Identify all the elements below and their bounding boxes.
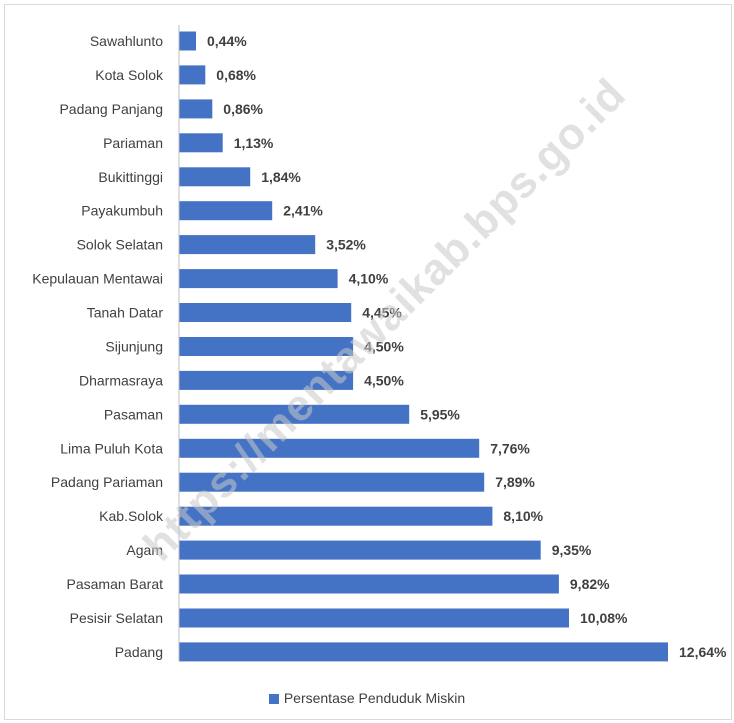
bar-padang-pariaman: [179, 472, 485, 492]
legend-label: Persentase Penduduk Miskin: [283, 690, 466, 706]
category-label: Kepulauan Mentawai: [32, 271, 163, 287]
bar-agam: [179, 540, 541, 560]
bar-pasaman: [179, 404, 410, 424]
category-label: Lima Puluh Kota: [60, 440, 163, 456]
value-label: 9,82%: [570, 576, 610, 592]
category-label: Sijunjung: [105, 339, 163, 355]
bar-lima-puluh-kota: [179, 438, 480, 458]
bar-tanah-datar: [179, 303, 352, 322]
bar-pesisir-selatan: [179, 608, 569, 628]
legend: Persentase Penduduk Miskin: [0, 690, 734, 706]
bar-kab-solok: [179, 506, 493, 526]
value-labels: 0,44% 0,68% 0,86% 1,13% 1,84% 2,41% 3,52% 4,10%…: [207, 33, 727, 660]
bar-pasaman-barat: [179, 574, 559, 594]
bar-padang-panjang: [179, 99, 213, 119]
bar-sijunjung: [179, 337, 354, 356]
value-label: 4,45%: [362, 305, 402, 321]
category-label: Padang: [115, 644, 163, 660]
category-label: Solok Selatan: [77, 237, 163, 253]
value-label: 0,86%: [223, 101, 263, 117]
category-label: Pasaman Barat: [67, 576, 164, 592]
bar-kota-solok: [179, 65, 206, 85]
bar-solok-selatan: [179, 235, 316, 255]
category-label: Sawahlunto: [90, 33, 163, 49]
value-label: 9,35%: [552, 542, 592, 558]
bar-bukittinggi: [179, 167, 251, 187]
category-label: Padang Panjang: [59, 101, 163, 117]
value-label: 7,76%: [490, 440, 530, 456]
category-label: Pesisir Selatan: [70, 610, 163, 626]
bar-padang: [179, 642, 668, 662]
category-label: Bukittinggi: [98, 169, 163, 185]
value-label: 4,50%: [364, 339, 404, 355]
value-label: 1,84%: [261, 169, 301, 185]
category-label: Pasaman: [104, 406, 163, 422]
value-label: 7,89%: [495, 474, 535, 490]
value-label: 12,64%: [679, 644, 727, 660]
category-label: Payakumbuh: [81, 203, 163, 219]
category-labels: Sawahlunto Kota Solok Padang Panjang Pariam…: [32, 33, 164, 660]
bars-layer: [179, 31, 668, 662]
legend-swatch: [268, 694, 279, 704]
category-label: Pariaman: [103, 135, 163, 151]
bar-dharmasraya: [179, 370, 354, 390]
value-label: 2,41%: [283, 203, 323, 219]
category-label: Dharmasraya: [79, 372, 163, 388]
value-label: 1,13%: [234, 135, 274, 151]
value-label: 4,50%: [364, 372, 404, 388]
category-label: Agam: [126, 542, 163, 558]
category-label: Tanah Datar: [87, 305, 164, 321]
value-label: 3,52%: [326, 237, 366, 253]
bar-payakumbuh: [179, 201, 273, 221]
chart-frame: [4, 4, 732, 720]
value-label: 0,44%: [207, 33, 247, 49]
category-label: Kota Solok: [95, 67, 164, 83]
value-label: 0,68%: [216, 67, 256, 83]
category-label: Kab.Solok: [99, 508, 164, 524]
value-label: 4,10%: [349, 271, 389, 287]
value-label: 8,10%: [503, 508, 543, 524]
bar-sawahlunto: [179, 31, 196, 51]
value-label: 10,08%: [580, 610, 628, 626]
value-label: 5,95%: [420, 406, 460, 422]
category-label: Padang Pariaman: [51, 474, 163, 490]
bar-kepulauan-mentawai: [179, 269, 338, 289]
bar-pariaman: [179, 133, 223, 153]
